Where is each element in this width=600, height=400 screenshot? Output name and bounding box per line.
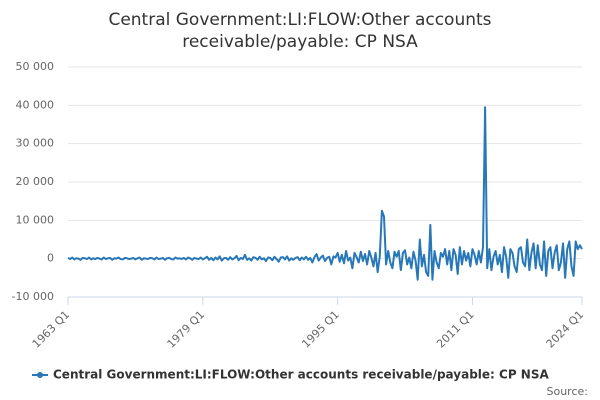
y-tick-label: 50 000 (16, 60, 55, 73)
y-tick-label: 10 000 (16, 213, 55, 226)
source-label: Source: (547, 385, 589, 398)
x-tick-label: 1979 Q1 (165, 308, 208, 351)
y-tick-label: -10 000 (12, 290, 54, 303)
x-tick-label: 2011 Q1 (434, 308, 477, 351)
x-tick-label: 2024 Q1 (544, 308, 587, 351)
y-tick-label: 30 000 (16, 137, 55, 150)
legend-marker (37, 372, 43, 378)
series-line (67, 106, 583, 281)
x-tick-label: 1963 Q1 (30, 308, 73, 351)
y-tick-label: 0 (47, 252, 54, 265)
x-tick-label: 1995 Q1 (299, 308, 342, 351)
chart-title: Central Government:LI:FLOW:Other account… (108, 10, 491, 52)
legend-label: Central Government:LI:FLOW:Other account… (53, 368, 549, 382)
y-tick-label: 40 000 (16, 98, 55, 111)
y-tick-label: 20 000 (16, 175, 55, 188)
